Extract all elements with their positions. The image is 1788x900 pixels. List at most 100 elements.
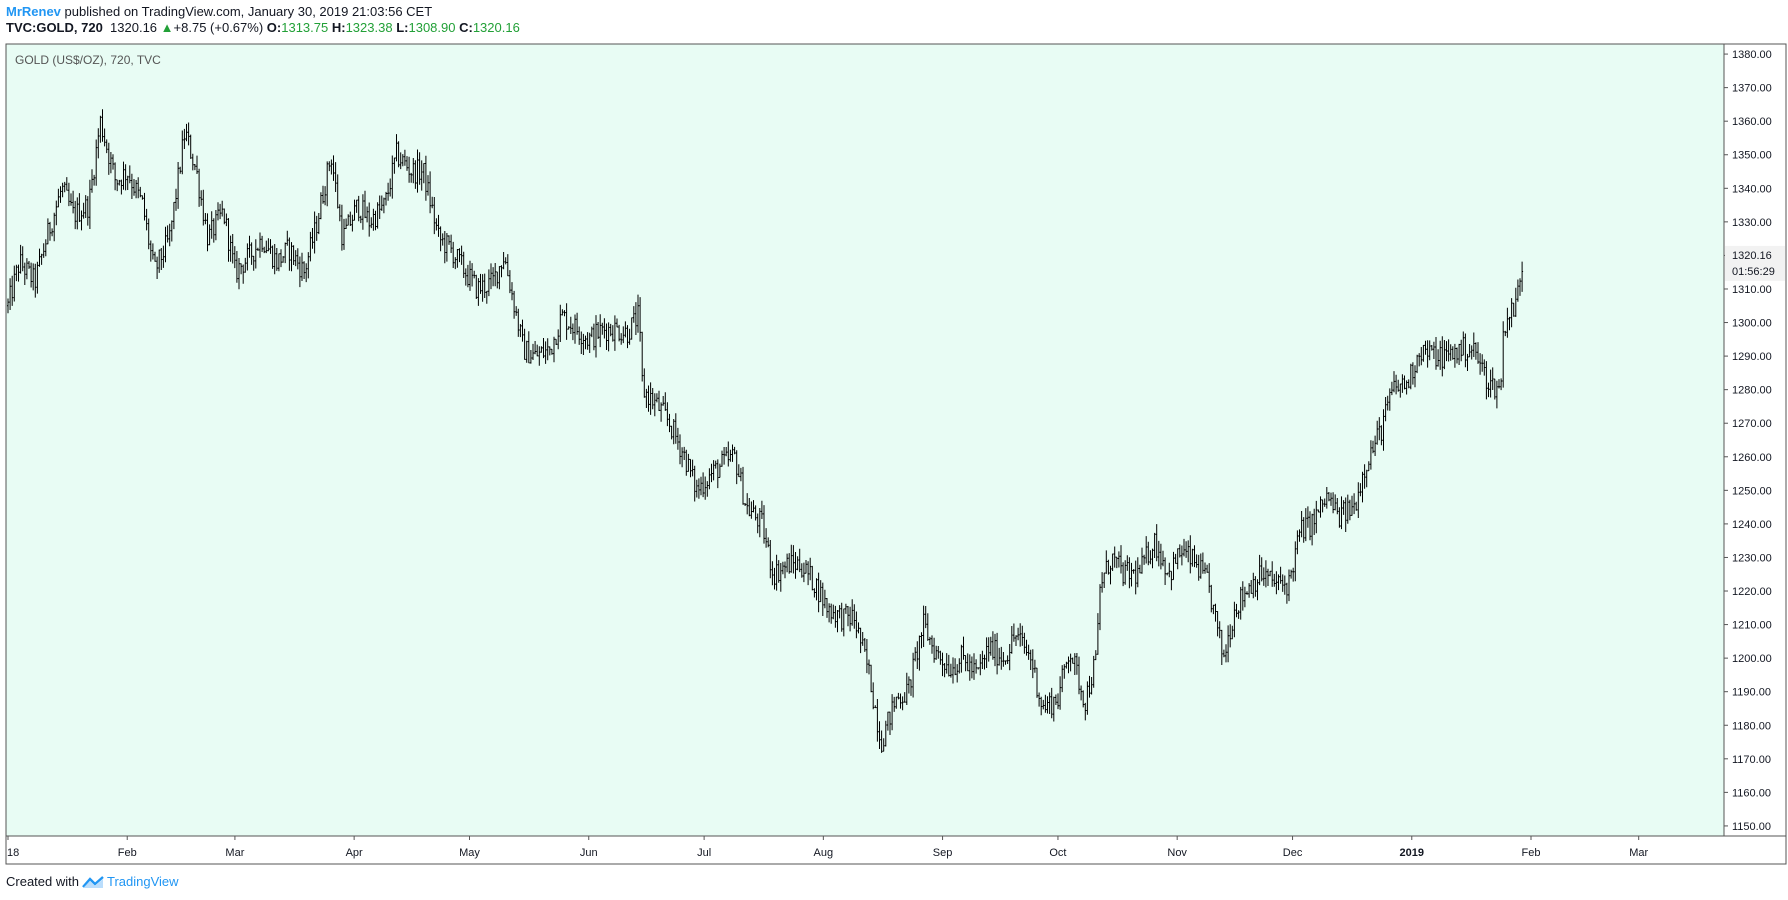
ohlc-bar — [798, 548, 801, 573]
ohlc-bar — [1052, 696, 1055, 722]
ohlc-bar — [1395, 374, 1398, 395]
ohlc-bar — [1504, 330, 1507, 337]
ohlc-bar — [1157, 540, 1160, 567]
ohlc-bar — [515, 306, 518, 316]
y-tick-label: 1180.00 — [1732, 720, 1771, 732]
y-tick-label: 1340.00 — [1732, 183, 1772, 195]
ohlc-bar — [511, 282, 513, 301]
y-tick-label: 1290.00 — [1732, 351, 1772, 363]
ohlc-bar — [1071, 657, 1074, 664]
ohlc-bar — [86, 196, 89, 226]
ohlc-bar — [1521, 261, 1524, 292]
ohlc-bar — [905, 672, 908, 705]
tradingview-link[interactable]: TradingView — [106, 874, 179, 889]
ohlc-bar — [1258, 554, 1261, 586]
ohlc-bar — [448, 235, 450, 245]
ohlc-bar — [105, 139, 108, 154]
ohlc-bar — [733, 446, 736, 455]
ohlc-bar — [937, 646, 940, 659]
ohlc-bar — [1401, 374, 1404, 393]
ohlc-bar — [429, 171, 432, 214]
ohlc-bar — [38, 248, 41, 267]
ohlc-bar — [1197, 554, 1200, 581]
high-label: H: — [331, 20, 346, 35]
ohlc-bar — [672, 419, 675, 445]
ohlc-bar — [319, 192, 322, 220]
ohlc-bar — [563, 310, 566, 317]
ohlc-bar — [443, 231, 446, 264]
ohlc-bar — [973, 653, 975, 680]
y-tick-label: 1160.00 — [1732, 787, 1771, 799]
ohlc-bar — [46, 218, 49, 245]
x-tick-label: Dec — [1283, 847, 1303, 859]
ohlc-bar — [496, 271, 499, 289]
ohlc-bar — [1439, 340, 1442, 370]
ohlc-bar — [781, 561, 784, 575]
ohlc-bar — [1510, 298, 1513, 328]
ohlc-bar — [164, 226, 167, 263]
ohlc-bar — [991, 631, 994, 660]
ohlc-bar — [282, 256, 285, 263]
ohlc-bar — [1078, 656, 1080, 695]
ohlc-bar — [924, 606, 927, 629]
ohlc-bar — [1044, 694, 1047, 713]
ohlc-bar — [630, 317, 633, 340]
ohlc-bar — [1462, 331, 1465, 356]
ohlc-bar — [790, 544, 793, 573]
ohlc-bar — [1449, 344, 1452, 361]
ohlc-bar — [1298, 529, 1301, 542]
ohlc-bar — [592, 323, 595, 351]
ohlc-bar — [756, 513, 759, 534]
ohlc-bar — [863, 638, 866, 652]
plot-area — [5, 43, 1725, 837]
ohlc-bar — [385, 191, 387, 206]
ohlc-bar — [1101, 572, 1104, 593]
ohlc-bar — [815, 578, 818, 601]
ohlc-bar — [1468, 344, 1471, 358]
ohlc-bar — [88, 179, 91, 229]
ohlc-bar — [1397, 379, 1400, 392]
ohlc-bar — [1021, 625, 1024, 646]
ohlc-bar — [926, 613, 929, 641]
ohlc-bar — [1378, 417, 1381, 441]
ohlc-bar — [1271, 561, 1274, 587]
ohlc-bar — [84, 195, 87, 218]
ohlc-bar — [1260, 557, 1263, 582]
published-text: published on TradingView.com, January 30… — [64, 4, 433, 19]
ohlc-bar — [784, 561, 786, 579]
ohlc-bar — [1420, 347, 1423, 366]
ohlc-bar — [143, 192, 146, 221]
ohlc-bar — [441, 233, 444, 246]
y-tick-label: 1360.00 — [1732, 116, 1772, 128]
ohlc-bar — [1466, 353, 1469, 371]
ohlc-bar — [1283, 575, 1286, 595]
ohlc-bar — [651, 388, 654, 410]
ohlc-bar — [259, 232, 261, 258]
ohlc-bar — [1325, 487, 1328, 509]
ohlc-bar — [1264, 560, 1267, 588]
ohlc-bar — [952, 657, 954, 684]
ohlc-bar — [160, 248, 163, 270]
ohlc-bar — [1099, 584, 1101, 631]
ohlc-bar — [874, 705, 877, 709]
ohlc-bar — [1162, 550, 1164, 567]
ohlc-bar — [345, 218, 348, 229]
ohlc-bar — [1010, 626, 1013, 654]
ohlc-bar — [252, 255, 255, 271]
author-link[interactable]: MrRenev — [6, 4, 61, 19]
ohlc-bar — [1460, 339, 1463, 362]
y-tick-label: 1300.00 — [1732, 318, 1772, 330]
ohlc-bar — [813, 588, 816, 598]
ohlc-bar — [204, 213, 207, 225]
ohlc-bar — [1361, 471, 1364, 503]
ohlc-bar — [256, 247, 259, 251]
ohlc-bar — [198, 168, 201, 207]
ohlc-bar — [933, 637, 936, 663]
ohlc-bar — [729, 449, 732, 462]
ohlc-bar — [1128, 557, 1131, 589]
ohlc-bar — [832, 604, 835, 620]
x-tick-label: Jul — [697, 847, 711, 859]
ohlc-bar — [1155, 524, 1158, 562]
ohlc-bar — [238, 258, 240, 290]
